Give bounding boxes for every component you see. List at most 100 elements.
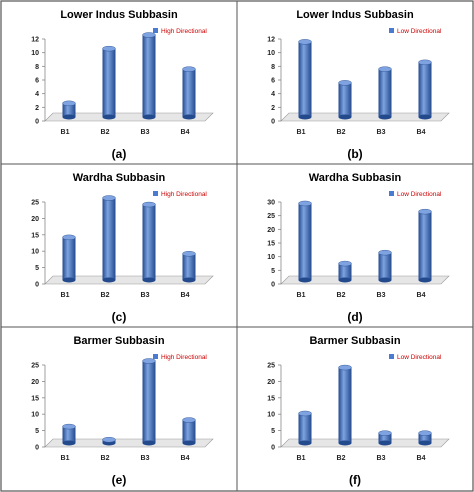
bar-top <box>338 80 352 86</box>
x-tick-label: B1 <box>297 129 306 136</box>
bar <box>182 251 196 283</box>
bar-top <box>418 208 432 215</box>
bar-body <box>338 367 352 443</box>
y-tick-label: 10 <box>267 254 275 261</box>
y-tick-label: 10 <box>31 412 39 419</box>
bar-body <box>298 41 312 118</box>
x-tick-label: B3 <box>377 129 386 136</box>
bar-top <box>182 417 196 423</box>
bar-base <box>182 114 196 120</box>
y-tick-label: 5 <box>35 428 39 435</box>
bar-body <box>338 82 352 117</box>
y-tick-label: 12 <box>31 37 39 44</box>
bar-base <box>298 114 312 120</box>
bar <box>142 201 156 283</box>
y-tick-label: 10 <box>31 249 39 256</box>
bar <box>102 45 116 120</box>
bar-base <box>142 114 156 120</box>
bar <box>298 200 312 283</box>
y-tick-label: 8 <box>271 64 275 71</box>
chart-panel: Barmer Subbasin High Directional 0 5 10 15 20 2… <box>31 335 214 487</box>
legend-swatch <box>153 28 158 33</box>
y-tick-label: 2 <box>35 105 39 112</box>
chart-panel: Wardha Subbasin High Directional 0 5 10 15 20 2… <box>31 172 214 324</box>
chart-floor <box>280 275 450 285</box>
legend-label: Low Directional <box>397 354 442 361</box>
x-tick-label: B4 <box>417 292 426 299</box>
y-tick-label: 15 <box>267 395 275 402</box>
bar <box>378 430 392 446</box>
bar <box>418 430 432 446</box>
bar-body <box>338 263 352 280</box>
y-tick-label: 20 <box>267 379 275 386</box>
chart-title: Lower Indus Subbasin <box>60 9 178 21</box>
x-tick-label: B4 <box>181 129 190 136</box>
y-tick-label: 25 <box>267 363 275 370</box>
bar-body <box>142 204 156 280</box>
chart-panel: Barmer Subbasin Low Directional 0 5 10 15 20 25… <box>267 335 450 487</box>
legend-swatch <box>389 191 394 196</box>
y-tick-label: 20 <box>31 379 39 386</box>
x-tick-label: B4 <box>417 129 426 136</box>
panel-label: (a) <box>112 147 127 161</box>
bar <box>418 208 432 283</box>
bar-body <box>378 252 392 280</box>
bar-top <box>142 32 156 38</box>
bar <box>338 260 352 283</box>
bar-base <box>62 114 76 120</box>
x-tick-label: B3 <box>377 292 386 299</box>
y-tick-label: 20 <box>31 216 39 223</box>
legend-swatch <box>153 191 158 196</box>
bar-body <box>418 211 432 280</box>
bar-base <box>418 440 432 446</box>
bar-base <box>378 114 392 120</box>
x-tick-label: B3 <box>141 455 150 462</box>
bar-top <box>62 234 76 241</box>
y-tick-label: 30 <box>267 200 275 207</box>
y-tick-label: 10 <box>267 412 275 419</box>
bar <box>102 195 116 283</box>
panel-label: (b) <box>347 147 362 161</box>
chart-panel: Lower Indus Subbasin High Directional 0 2 4 6… <box>31 9 214 161</box>
bar-body <box>298 413 312 443</box>
x-tick-label: B1 <box>61 129 70 136</box>
y-tick-label: 10 <box>267 50 275 57</box>
x-tick-label: B1 <box>297 292 306 299</box>
bar-body <box>142 35 156 117</box>
bar-top <box>62 423 76 430</box>
bar-body <box>418 62 432 117</box>
y-tick-label: 5 <box>271 428 275 435</box>
bar-base <box>298 277 312 283</box>
legend-swatch <box>389 354 394 359</box>
y-tick-label: 10 <box>31 50 39 57</box>
bar-top <box>142 201 156 208</box>
bar-base <box>62 440 76 446</box>
bar-top <box>418 59 432 66</box>
panel-label: (e) <box>112 473 127 487</box>
y-tick-label: 25 <box>31 200 39 207</box>
bar-top <box>418 430 432 436</box>
panel-label: (f) <box>349 473 361 487</box>
bar-top <box>298 410 312 417</box>
bar-base <box>102 277 116 283</box>
x-tick-label: B4 <box>417 455 426 462</box>
y-tick-label: 12 <box>267 37 275 44</box>
bar-base <box>378 440 392 446</box>
x-tick-label: B2 <box>337 292 346 299</box>
chart-floor <box>280 438 450 448</box>
bar-top <box>102 437 116 443</box>
bar-base <box>182 440 196 446</box>
x-tick-label: B2 <box>101 292 110 299</box>
bar <box>102 437 116 446</box>
bar-top <box>62 100 76 107</box>
chart-panel: Wardha Subbasin Low Directional 0 5 10 15 20 25… <box>267 172 450 324</box>
bar-body <box>182 69 196 117</box>
bar-body <box>62 426 76 443</box>
bar-base <box>182 277 196 283</box>
y-tick-label: 0 <box>35 282 39 289</box>
bar <box>62 423 76 446</box>
bar <box>62 234 76 283</box>
bar-base <box>338 440 352 446</box>
x-tick-label: B1 <box>61 455 70 462</box>
